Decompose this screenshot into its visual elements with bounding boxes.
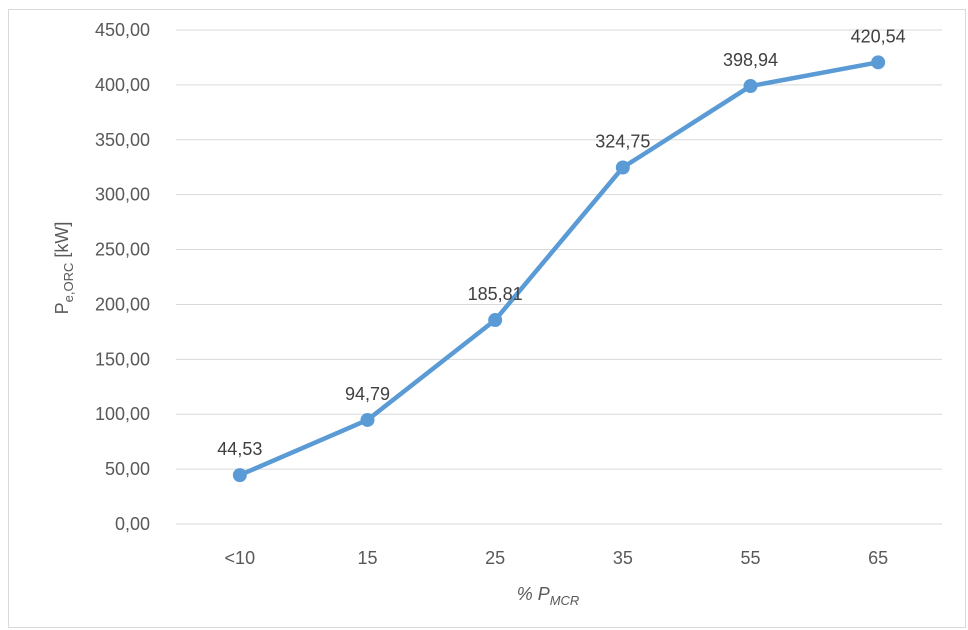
y-tick-label: 250,00: [95, 240, 150, 260]
y-tick-label: 100,00: [95, 404, 150, 424]
y-tick-label: 400,00: [95, 75, 150, 95]
y-axis-title: Pe,ORC [kW]: [52, 222, 76, 315]
y-tick-label: 450,00: [95, 20, 150, 40]
data-label: 44,53: [217, 439, 262, 459]
series-line: [232, 55, 886, 483]
data-label: 398,94: [723, 50, 778, 70]
series-polyline: [237, 60, 881, 478]
x-tick-label: <10: [225, 548, 256, 568]
data-point: [743, 79, 758, 94]
x-tick-label: 65: [868, 548, 888, 568]
chart-frame: [8, 9, 966, 628]
x-tick-label: 25: [485, 548, 505, 568]
y-axis-ticks: 0,00 50,00 100,00 150,00 200,00 250,00 300,00 3…: [95, 20, 150, 534]
data-label: 420,54: [851, 26, 906, 46]
data-label: 324,75: [595, 131, 650, 151]
y-tick-label: 200,00: [95, 294, 150, 314]
x-tick-label: 55: [740, 548, 760, 568]
data-point: [871, 55, 886, 70]
data-point: [360, 412, 375, 427]
x-axis-title: % PMCR: [517, 584, 580, 608]
data-label: 185,81: [468, 284, 523, 304]
x-tick-label: 35: [613, 548, 633, 568]
y-tick-label: 0,00: [115, 514, 150, 534]
y-tick-label: 350,00: [95, 130, 150, 150]
data-point: [232, 468, 247, 483]
y-tick-label: 50,00: [105, 459, 150, 479]
data-labels: 44,53 94,79 185,81 324,75 398,94 420,54: [217, 26, 905, 459]
y-tick-label: 300,00: [95, 185, 150, 205]
data-label: 94,79: [345, 384, 390, 404]
data-point: [488, 313, 503, 328]
x-tick-label: 15: [357, 548, 377, 568]
y-tick-label: 150,00: [95, 349, 150, 369]
x-axis-ticks: <10 15 25 35 55 65: [225, 548, 889, 568]
gridlines: [176, 29, 942, 525]
data-point: [615, 160, 630, 175]
